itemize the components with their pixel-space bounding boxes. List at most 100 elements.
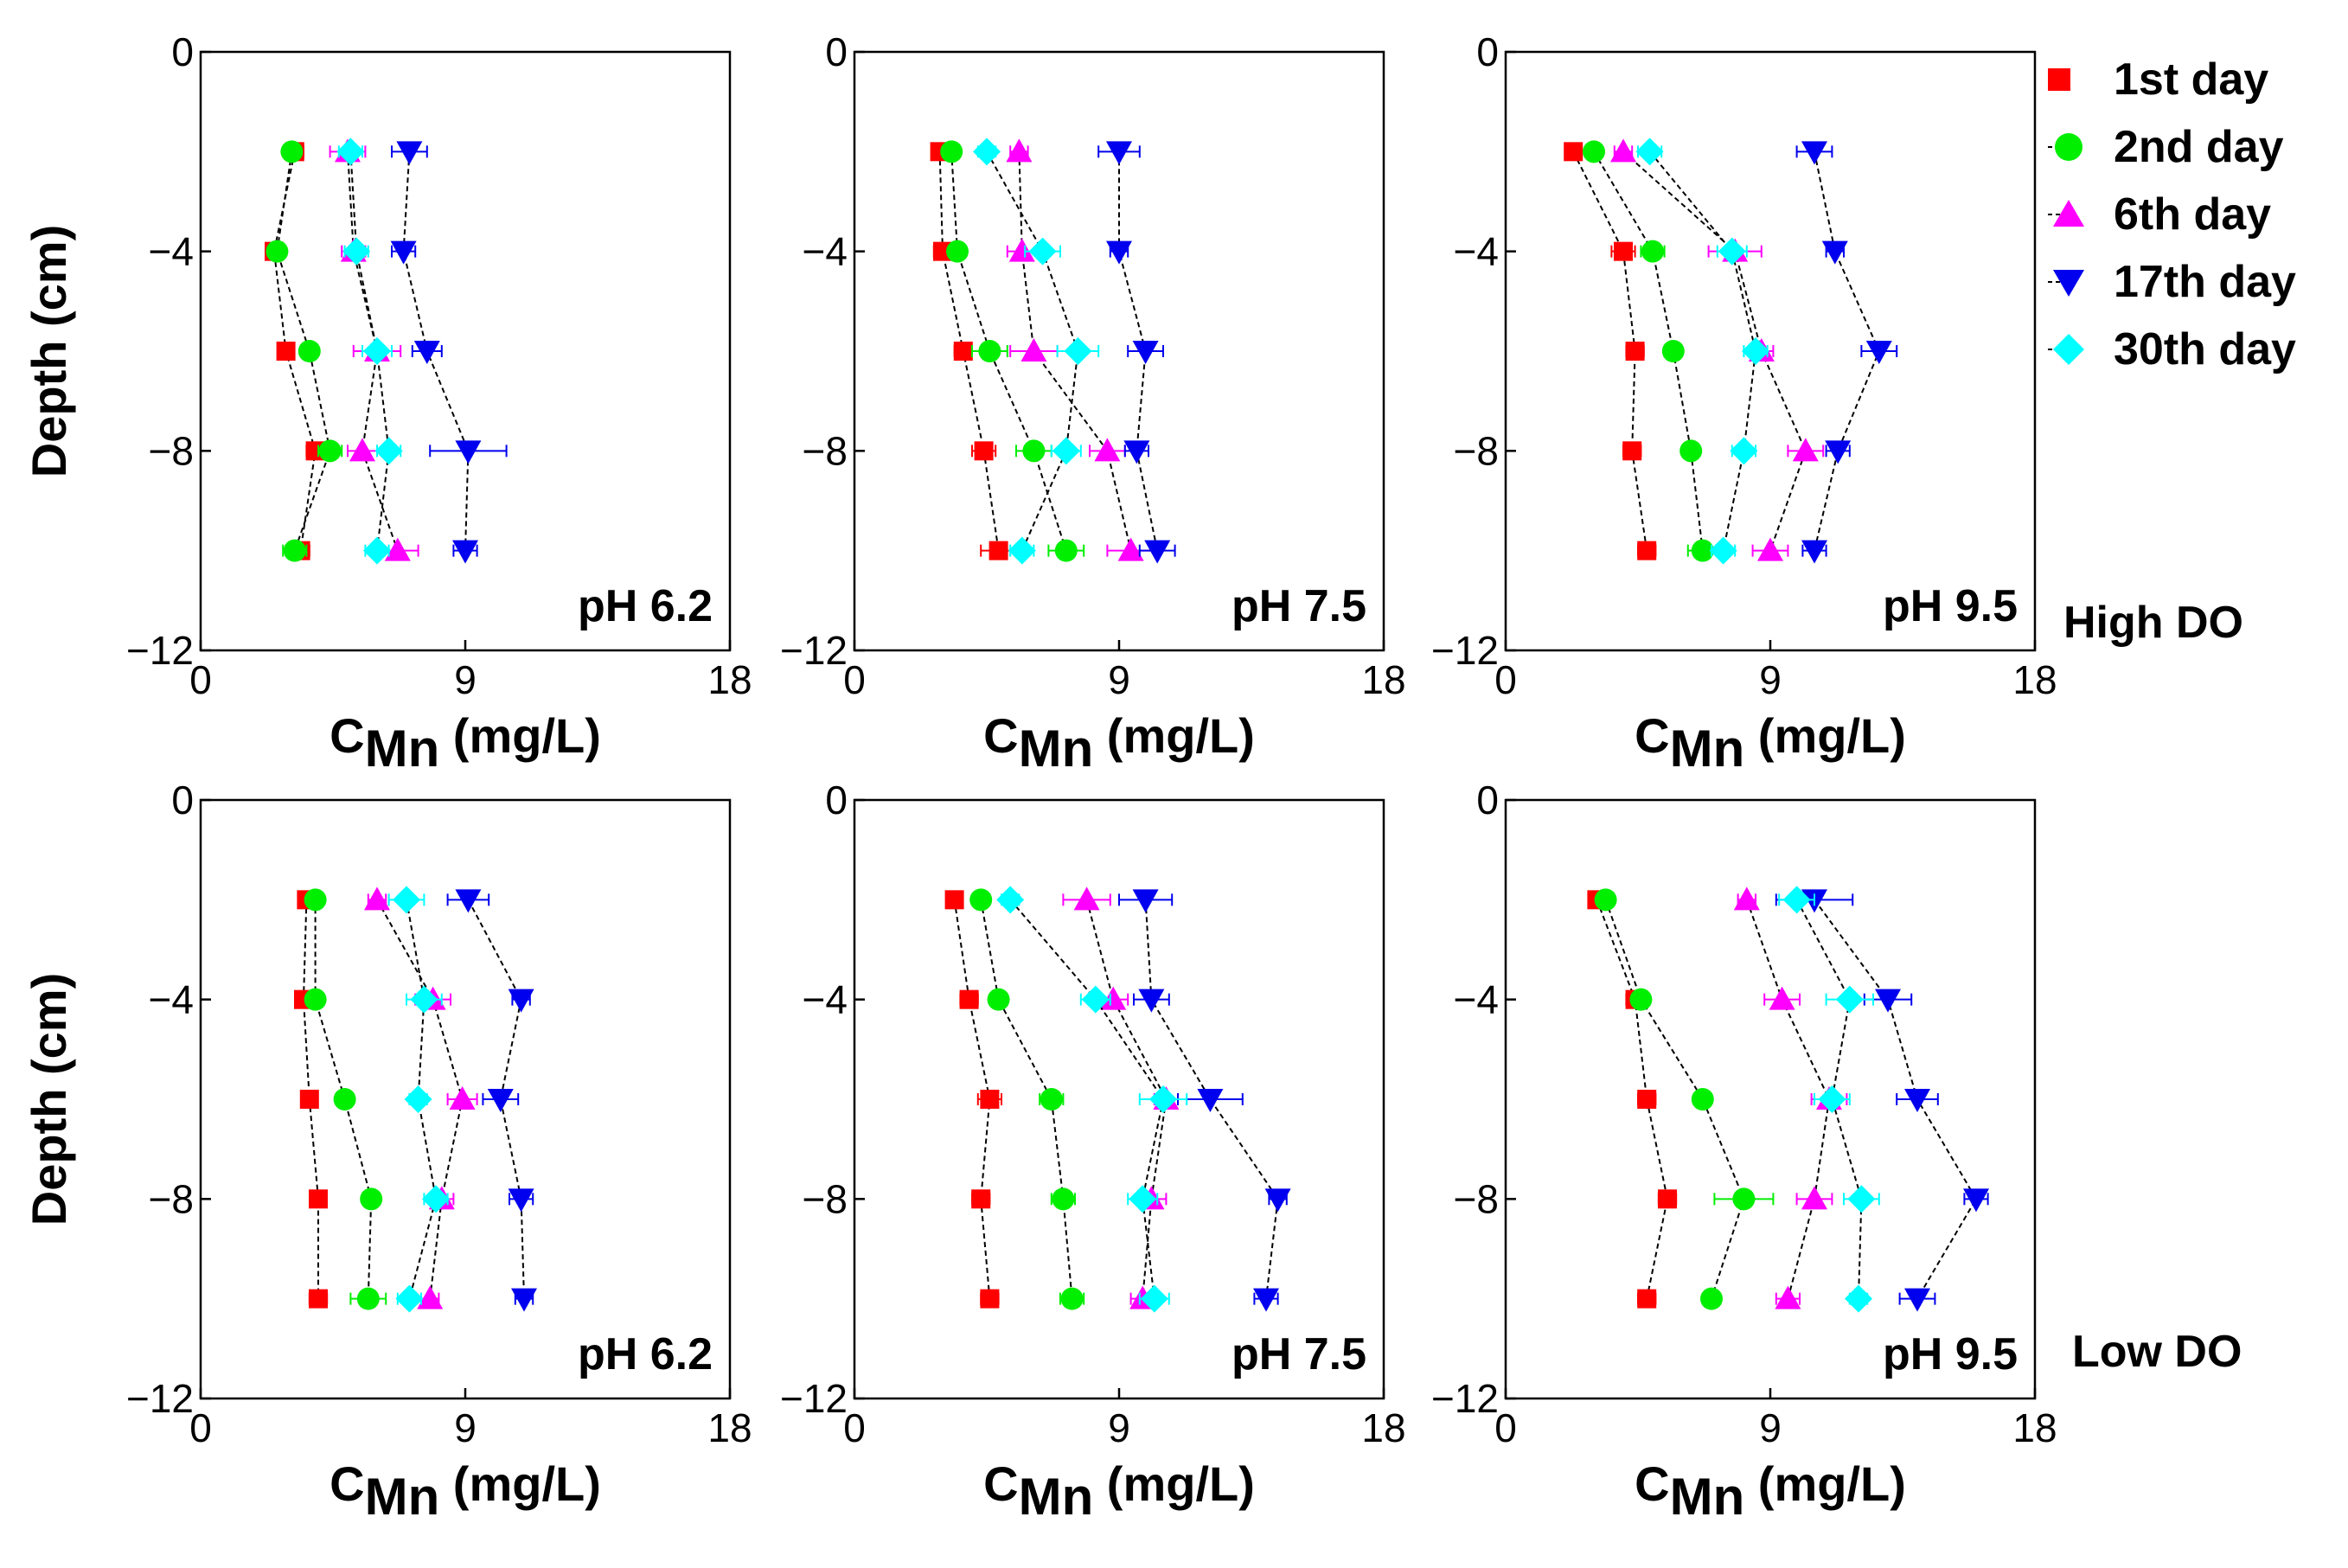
data-point <box>1132 341 1159 364</box>
y-tick-label: −12 <box>126 628 194 673</box>
data-point <box>1637 1289 1657 1309</box>
data-point <box>1904 1288 1930 1312</box>
data-point <box>309 1189 328 1209</box>
x-tick-label: 0 <box>189 657 212 702</box>
legend-entry: 30th day <box>2048 324 2296 374</box>
data-series <box>1795 141 1898 564</box>
data-point <box>987 988 1010 1011</box>
data-series <box>1587 890 1678 1309</box>
x-tick-label: 9 <box>454 657 477 702</box>
data-series <box>940 140 1085 562</box>
x-axis-label: CMn (mg/L) <box>983 1456 1255 1526</box>
data-series <box>336 138 403 565</box>
legend-entry: 6th day <box>2048 189 2271 240</box>
data-point <box>1100 986 1127 1010</box>
data-point <box>1564 142 1583 162</box>
data-point <box>1691 1088 1714 1110</box>
data-series <box>1583 140 1718 562</box>
series-line <box>980 899 1073 1299</box>
y-tick-label: −12 <box>780 1376 848 1421</box>
data-series <box>973 138 1100 565</box>
row-label-high-do: High DO <box>2063 598 2243 648</box>
legend-entry: 17th day <box>2048 257 2296 307</box>
data-point <box>336 138 365 166</box>
data-series <box>1564 142 1657 560</box>
y-tick-label: 0 <box>171 778 194 822</box>
data-point <box>487 1089 514 1112</box>
data-series <box>1775 889 1989 1312</box>
data-point <box>971 1189 991 1209</box>
data-point <box>417 1285 444 1309</box>
data-point <box>1769 986 1795 1010</box>
data-point <box>1904 1089 1930 1112</box>
data-point <box>1691 539 1714 562</box>
data-series <box>266 140 343 562</box>
data-series <box>446 889 537 1312</box>
x-tick-label: 9 <box>1108 1405 1130 1450</box>
data-point <box>410 985 438 1014</box>
x-tick-label: 0 <box>1494 1405 1517 1450</box>
y-tick-label: 0 <box>825 29 848 74</box>
data-point <box>980 1090 1000 1109</box>
data-point <box>1742 337 1769 365</box>
data-point <box>973 138 1001 166</box>
data-point <box>1733 886 1760 911</box>
y-tick-label: 0 <box>825 778 848 822</box>
y-tick-label: −8 <box>803 428 848 473</box>
data-point <box>1197 1089 1224 1112</box>
data-point <box>1865 341 1892 364</box>
ph-label: pH 7.5 <box>1232 1329 1366 1379</box>
data-point <box>1020 338 1047 362</box>
x-tick-label: 9 <box>454 1405 477 1450</box>
legend-marker <box>2053 270 2084 297</box>
y-tick-label: −8 <box>149 1176 194 1221</box>
ph-label: pH 7.5 <box>1232 581 1366 631</box>
data-point <box>1123 440 1150 464</box>
data-series <box>304 888 387 1310</box>
data-point <box>1008 238 1035 262</box>
legend-label: 2nd day <box>2114 122 2284 172</box>
data-point <box>1117 537 1144 561</box>
data-point <box>1825 440 1852 464</box>
data-point <box>449 1086 476 1110</box>
data-series <box>969 888 1085 1310</box>
data-series <box>1778 886 1880 1313</box>
data-point <box>1637 1090 1657 1109</box>
legend-entry: 1st day <box>2048 54 2268 105</box>
data-series <box>1097 141 1176 564</box>
y-tick-label: −12 <box>126 1376 194 1421</box>
data-point <box>1006 138 1033 163</box>
y-tick-label: −12 <box>1431 1376 1499 1421</box>
series-line <box>1745 899 1831 1299</box>
data-point <box>318 439 342 463</box>
data-point <box>413 341 440 364</box>
legend-label: 6th day <box>2114 189 2271 240</box>
data-series <box>1594 888 1775 1310</box>
data-point <box>1679 439 1703 463</box>
data-point <box>404 1085 432 1113</box>
data-point <box>940 140 963 163</box>
data-point <box>1106 141 1132 165</box>
data-point <box>1637 541 1657 560</box>
data-point <box>1661 340 1685 362</box>
data-point <box>1264 1188 1291 1213</box>
series-line <box>1596 899 1669 1299</box>
y-tick-label: 0 <box>1476 778 1499 822</box>
x-tick-label: 18 <box>2012 1405 2057 1450</box>
y-axis-label: Depth (cm) <box>22 225 76 477</box>
data-point <box>1610 138 1636 163</box>
data-point <box>396 141 423 165</box>
series-line <box>1648 150 1757 551</box>
data-point <box>969 888 993 912</box>
data-point <box>1818 1085 1846 1113</box>
ph-label: pH 9.5 <box>1883 581 2018 631</box>
y-tick-label: −8 <box>803 1176 848 1221</box>
data-point <box>1835 985 1864 1014</box>
data-point <box>309 1289 328 1309</box>
legend-marker <box>2055 133 2082 161</box>
data-point <box>1658 1189 1677 1209</box>
y-tick-label: −12 <box>780 628 848 673</box>
data-point <box>1782 886 1811 914</box>
